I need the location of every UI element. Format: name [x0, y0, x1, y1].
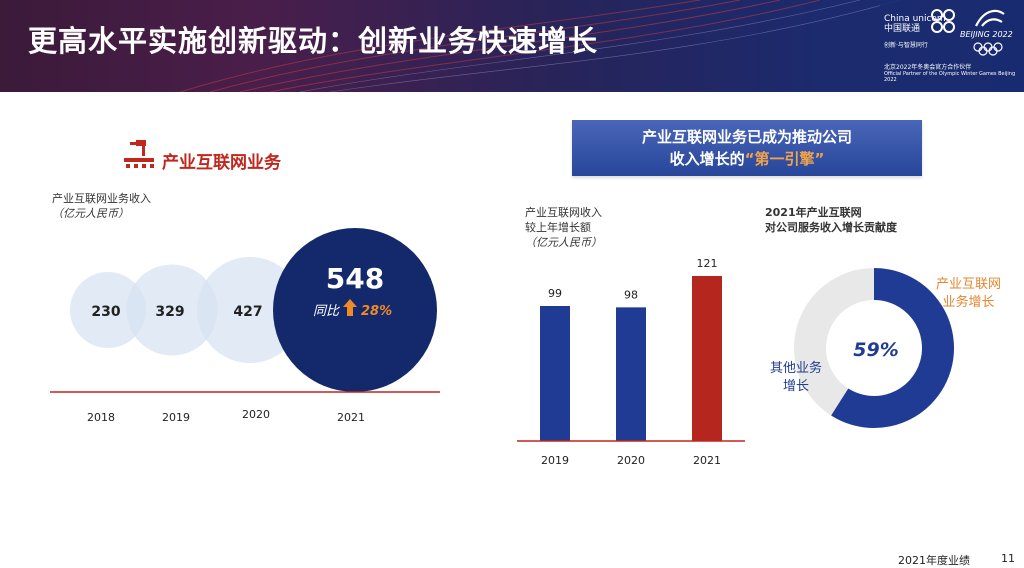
- bubble-year-2021: 2021: [337, 411, 365, 424]
- header-decoration: [179, 0, 1024, 92]
- bubble-value-2019: 329: [155, 304, 184, 320]
- unicom-slogan: 创新·与智慧同行: [884, 42, 928, 49]
- bubble-2018: [70, 272, 146, 348]
- bubble-2019: [126, 264, 218, 356]
- revenue-unit: （亿元人民币）: [52, 207, 129, 220]
- banner-line2-prefix: 收入增长的: [669, 150, 745, 168]
- olympic-rings-icon: [973, 42, 1003, 56]
- revenue-label: 产业互联网业务收入 （亿元人民币）: [52, 191, 151, 221]
- bubble-value-2020: 427: [233, 304, 262, 320]
- up-arrow-icon: [343, 299, 357, 316]
- revenue-label-text: 产业互联网业务收入: [52, 192, 151, 205]
- donut-label-other-2: 增长: [783, 379, 810, 394]
- bar-year-2019: 2019: [541, 454, 569, 467]
- yoy-label: 同比: [313, 304, 340, 319]
- donut-slice-industrial: [831, 268, 954, 428]
- bubble-year-2020: 2020: [242, 408, 270, 421]
- bar-year-2020: 2020: [617, 454, 645, 467]
- bubble-value-2018: 230: [91, 304, 120, 320]
- industrial-robot-icon: [124, 140, 154, 168]
- donut-label-industrial-2: 业务增长: [942, 295, 995, 310]
- contribution-label-line1: 2021年产业互联网: [765, 206, 862, 219]
- header-banner: 更高水平实施创新驱动：创新业务快速增长 China unicom中国联通 创新·…: [0, 0, 1024, 92]
- unicom-logo-icon: [931, 9, 955, 33]
- games-text: BEIJING 2022: [960, 30, 1013, 39]
- bar-year-2021: 2021: [693, 454, 721, 467]
- increase-label: 产业互联网收入 较上年增长额 （亿元人民币）: [525, 205, 602, 250]
- yoy-growth: 28%: [361, 304, 392, 319]
- bar-2021: [692, 276, 722, 441]
- partner-en: Official Partner of the Olympic Winter G…: [884, 71, 1016, 83]
- partner-cn: 北京2022年冬奥会官方合作伙伴: [884, 64, 972, 71]
- bubble-value-2021: 548: [326, 262, 384, 295]
- donut-label-industrial-1: 产业互联网: [936, 277, 1002, 292]
- donut-label-industrial: 产业互联网 业务增长: [936, 276, 1001, 312]
- banner-highlight: “第一引擎”: [744, 150, 825, 168]
- highlight-banner: 产业互联网业务已成为推动公司 收入增长的“第一引擎”: [572, 120, 922, 176]
- page-number: 11: [1001, 552, 1015, 565]
- bubble-year-2018: 2018: [87, 411, 115, 424]
- section-title: 产业互联网业务: [162, 153, 281, 173]
- increase-label-line2: 较上年增长额: [525, 221, 591, 234]
- increase-unit: （亿元人民币）: [525, 236, 602, 249]
- beijing-2022-emblem-icon: [975, 9, 1005, 27]
- increase-label-line1: 产业互联网收入: [525, 206, 602, 219]
- banner-line1: 产业互联网业务已成为推动公司: [641, 128, 852, 146]
- bar-2019: [540, 306, 570, 441]
- footer-text: 2021年度业绩: [898, 554, 970, 567]
- bar-value-2021: 121: [697, 257, 718, 270]
- page-title: 更高水平实施创新驱动：创新业务快速增长: [28, 24, 599, 58]
- contribution-label: 2021年产业互联网 对公司服务收入增长贡献度: [765, 205, 897, 235]
- bar-value-2019: 99: [548, 287, 562, 300]
- donut-label-other-1: 其他业务: [770, 361, 823, 376]
- donut-center-label: 59%: [853, 339, 898, 361]
- bubble-2021: [273, 228, 437, 392]
- bar-2020: [616, 307, 646, 441]
- bubble-year-2019: 2019: [162, 411, 190, 424]
- bubble-2020: [197, 257, 303, 363]
- donut-label-other: 其他业务 增长: [770, 360, 822, 396]
- unicom-logo-text: China unicom中国联通: [884, 14, 946, 34]
- bar-value-2020: 98: [624, 288, 638, 301]
- contribution-label-line2: 对公司服务收入增长贡献度: [765, 221, 897, 234]
